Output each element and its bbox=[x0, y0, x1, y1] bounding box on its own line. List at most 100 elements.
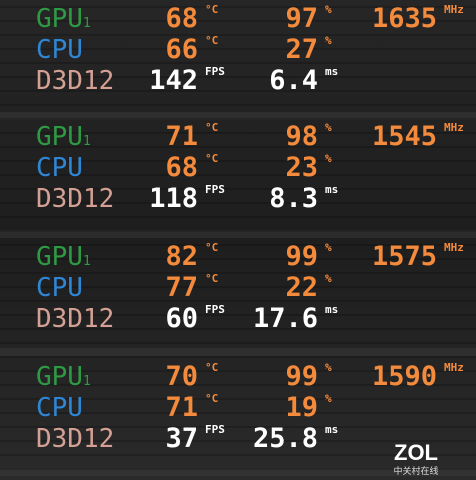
unit: °C bbox=[205, 34, 218, 47]
unit: ms bbox=[325, 303, 338, 316]
row-label: D3D12 bbox=[36, 424, 114, 454]
unit: % bbox=[325, 392, 332, 405]
stripe bbox=[0, 426, 476, 428]
watermark-text: 中关村在线 bbox=[393, 465, 438, 477]
value: 71 bbox=[165, 121, 198, 152]
row-label: D3D12 bbox=[36, 66, 114, 96]
stripe bbox=[0, 90, 476, 92]
unit: % bbox=[325, 121, 332, 134]
stripe bbox=[0, 6, 476, 8]
panel-divider bbox=[0, 230, 476, 238]
background-stripes bbox=[0, 6, 476, 476]
value: 70 bbox=[165, 361, 198, 392]
stripe bbox=[0, 356, 476, 358]
stripe bbox=[0, 48, 476, 50]
stripe bbox=[0, 398, 476, 400]
watermark: ZOL 中关村在线 bbox=[393, 440, 438, 477]
label-subscript: 1 bbox=[83, 374, 91, 389]
stripe bbox=[0, 62, 476, 64]
stripe bbox=[0, 202, 476, 204]
row-label: GPU1 bbox=[36, 4, 91, 34]
row-label: CPU bbox=[36, 35, 83, 65]
stripe bbox=[0, 300, 476, 302]
unit: FPS bbox=[205, 303, 225, 316]
value: 60 bbox=[165, 303, 198, 334]
stripe bbox=[0, 412, 476, 414]
unit: % bbox=[325, 272, 332, 285]
panel-divider bbox=[0, 348, 476, 356]
stripe bbox=[0, 76, 476, 78]
stripe bbox=[0, 328, 476, 330]
row-label: GPU1 bbox=[36, 122, 91, 152]
unit: ms bbox=[325, 183, 338, 196]
value: 77 bbox=[165, 272, 198, 303]
unit: °C bbox=[205, 272, 218, 285]
unit: °C bbox=[205, 392, 218, 405]
stripe bbox=[0, 286, 476, 288]
unit: ms bbox=[325, 65, 338, 78]
stripe bbox=[0, 314, 476, 316]
value: 25.8 bbox=[253, 423, 318, 454]
stripe bbox=[0, 272, 476, 274]
value: 66 bbox=[165, 34, 198, 65]
row-label: GPU1 bbox=[36, 362, 91, 392]
unit: FPS bbox=[205, 183, 225, 196]
value: 97 bbox=[285, 3, 318, 34]
stripe bbox=[0, 384, 476, 386]
value: 1545 bbox=[372, 121, 437, 152]
stripe bbox=[0, 440, 476, 442]
row-label: D3D12 bbox=[36, 304, 114, 334]
value: 19 bbox=[285, 392, 318, 423]
unit: FPS bbox=[205, 65, 225, 78]
unit: % bbox=[325, 241, 332, 254]
value: 6.4 bbox=[269, 65, 318, 96]
unit: % bbox=[325, 361, 332, 374]
label-subscript: 1 bbox=[83, 16, 91, 31]
stripe bbox=[0, 258, 476, 260]
stripe bbox=[0, 230, 476, 232]
stripe bbox=[0, 174, 476, 176]
stripe bbox=[0, 146, 476, 148]
stripe bbox=[0, 20, 476, 22]
unit: % bbox=[325, 152, 332, 165]
value: 17.6 bbox=[253, 303, 318, 334]
value: 98 bbox=[285, 121, 318, 152]
overlay-panels: GPU1 68 °C 97% 1635 MHz CPU 66 °C 27 % D3D12 142 FPS 6… bbox=[36, 3, 464, 454]
unit: MHz bbox=[444, 241, 464, 254]
value: 71 bbox=[165, 392, 198, 423]
row-label: CPU bbox=[36, 273, 83, 303]
stripe bbox=[0, 244, 476, 246]
unit: % bbox=[325, 3, 332, 16]
panel-divider bbox=[0, 468, 476, 476]
value: 99 bbox=[285, 241, 318, 272]
label-subscript: 1 bbox=[83, 134, 91, 149]
watermark-logo: ZOL bbox=[394, 440, 438, 465]
stripe bbox=[0, 34, 476, 36]
stripe bbox=[0, 188, 476, 190]
value: 118 bbox=[149, 183, 198, 214]
stripe bbox=[0, 132, 476, 134]
unit: °C bbox=[205, 241, 218, 254]
value: 23 bbox=[285, 152, 318, 183]
unit: FPS bbox=[205, 423, 225, 436]
unit: MHz bbox=[444, 361, 464, 374]
value: 82 bbox=[165, 241, 198, 272]
stripe bbox=[0, 342, 476, 344]
unit: MHz bbox=[444, 121, 464, 134]
value: 1575 bbox=[372, 241, 437, 272]
panel-divider bbox=[0, 112, 476, 120]
unit: °C bbox=[205, 3, 218, 16]
row-label: D3D12 bbox=[36, 184, 114, 214]
value: 142 bbox=[149, 65, 198, 96]
value: 68 bbox=[165, 152, 198, 183]
value: 37 bbox=[165, 423, 198, 454]
unit: % bbox=[325, 34, 332, 47]
stripe bbox=[0, 118, 476, 120]
value: 99 bbox=[285, 361, 318, 392]
unit: °C bbox=[205, 361, 218, 374]
value: 22 bbox=[285, 272, 318, 303]
stripe bbox=[0, 468, 476, 470]
value: 68 bbox=[165, 3, 198, 34]
